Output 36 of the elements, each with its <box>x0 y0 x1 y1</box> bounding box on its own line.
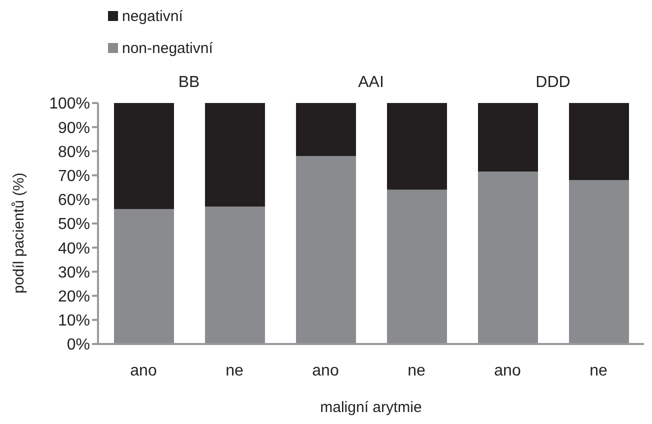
y-tick-label: 60% <box>58 192 90 210</box>
bar <box>569 180 629 344</box>
y-tick-label: 0% <box>66 336 90 354</box>
bar <box>569 103 629 180</box>
text: DDD <box>534 74 572 92</box>
x-tick-label: ano <box>312 362 339 380</box>
y-tick-label: 80% <box>58 144 90 161</box>
x-tick-label: ano <box>130 362 157 380</box>
bar <box>478 103 538 172</box>
y-tick-label: 50% <box>58 216 90 234</box>
bar <box>296 103 356 156</box>
y-tick-label: 30% <box>58 264 90 282</box>
y-tick-label: 100% <box>49 96 90 113</box>
bar <box>387 103 447 190</box>
legend-label: negativní <box>122 8 183 24</box>
y-tick-label: 20% <box>58 288 90 306</box>
bar <box>114 209 174 344</box>
bar <box>114 103 174 210</box>
y-tick-label: 10% <box>58 312 90 330</box>
y-tick-label: 90% <box>58 120 90 137</box>
x-tick-label: ano <box>494 362 521 380</box>
bar <box>205 206 265 344</box>
x-axis-title: maligní arytmie <box>320 399 422 416</box>
text: AAI <box>357 74 385 92</box>
legend-label: non-negativní <box>122 40 213 56</box>
bar <box>296 156 356 344</box>
bar <box>478 172 538 344</box>
x-tick-label: ne <box>590 362 608 380</box>
x-tick-label: ne <box>226 362 244 380</box>
y-tick-label: 70% <box>58 168 90 185</box>
bar <box>205 103 265 207</box>
text: BB <box>177 74 201 92</box>
x-tick-label: ne <box>408 362 426 380</box>
y-tick-label: 40% <box>58 240 90 258</box>
bar <box>387 190 447 344</box>
y-axis-title: podíl pacientů (%) <box>10 172 28 294</box>
